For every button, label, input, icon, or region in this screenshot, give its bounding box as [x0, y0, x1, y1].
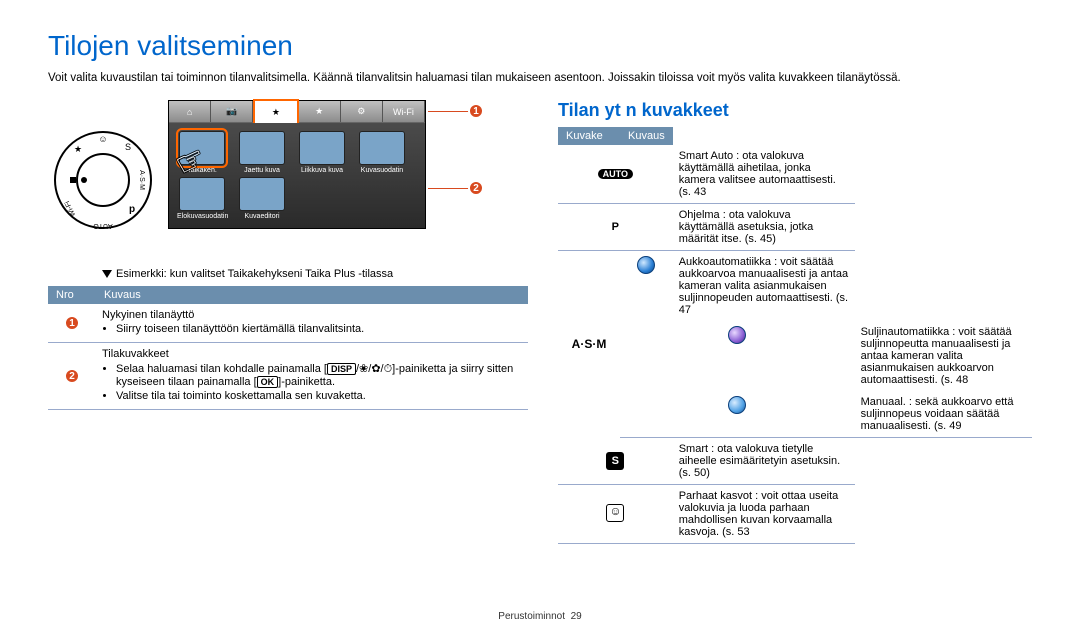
right-table-header-kuvaus: Kuvaus	[620, 127, 673, 145]
table-row: AUTOSmart Auto : ota valokuva käyttämäll…	[558, 145, 1032, 204]
mode-illustration: ☺ S A·S·M p AUTO Wi-Fi ★ ⌂📷★★⚙Wi-Fi ☞Tai…	[48, 100, 528, 260]
callout-2: 2	[468, 180, 484, 196]
callout-1: 1	[468, 103, 484, 119]
screen-body: ☞Taikakeh. Jaettu kuva Liikkuva kuva Kuvasu…	[169, 123, 425, 228]
asm-group-cell: A·S·M	[558, 251, 620, 438]
table-row: Suljinautomatiikka : voit säätää suljinn…	[558, 321, 1032, 391]
disp-key: DISP	[327, 363, 356, 375]
svg-text:☺: ☺	[98, 134, 107, 144]
screen-tab[interactable]: ⌂	[169, 101, 211, 122]
example-caption: Esimerkki: kun valitset Taikakehykseni T…	[102, 268, 528, 280]
mode-tile-label: Kuvasuodatin	[357, 167, 407, 175]
mode-tile[interactable]: Kuvasuodatin	[357, 131, 407, 175]
table-row: POhjelma : ota valokuva käyttämällä aset…	[558, 204, 1032, 251]
mode-tile[interactable]: Jaettu kuva	[237, 131, 287, 175]
right-table: Kuvake Kuvaus AUTOSmart Auto : ota valok…	[558, 127, 1032, 544]
screen-tab[interactable]: 📷	[211, 101, 253, 122]
right-table-header-kuvake: Kuvake	[558, 127, 620, 145]
manual-icon	[728, 396, 746, 414]
svg-text:★: ★	[74, 144, 82, 154]
mode-tile-label: Jaettu kuva	[237, 167, 287, 175]
table-row: SSmart : ota valokuva tietylle aiheelle …	[558, 438, 1032, 485]
screen-tab[interactable]: ⚙	[341, 101, 383, 122]
svg-text:S: S	[125, 142, 131, 152]
page-title: Tilojen valitseminen	[48, 30, 1032, 62]
screen-tab[interactable]: ★	[253, 99, 298, 123]
mode-tile-label: Liikkuva kuva	[297, 167, 347, 175]
screen-tab[interactable]: ★	[299, 101, 341, 122]
camera-screen: ⌂📷★★⚙Wi-Fi ☞Taikakeh.Jaettu kuvaLiikkuva…	[168, 100, 426, 229]
mode-tile[interactable]: Kuvaeditori	[237, 177, 287, 221]
table-row-num: 2	[48, 343, 96, 410]
table-row: A·S·MAukkoautomatiikka : voit säätää auk…	[558, 251, 1032, 322]
page-footer: Perustoiminnot 29	[0, 611, 1080, 622]
table-row-num: 1	[48, 304, 96, 343]
mode-tile[interactable]: Elokuvasuodatin	[177, 177, 227, 221]
screen-tab[interactable]: Wi-Fi	[383, 101, 425, 122]
ok-key: OK	[257, 376, 279, 388]
intro-text: Voit valita kuvaustilan tai toiminnon ti…	[48, 70, 1032, 86]
shutter-icon	[728, 326, 746, 344]
table-row: Manuaal. : sekä aukkoarvo että suljinnop…	[558, 391, 1032, 438]
table-row: Parhaat kasvot : voit ottaa useita valok…	[558, 485, 1032, 544]
left-table: Nro Kuvaus 1Nykyinen tilanäyttöSiirry to…	[48, 286, 528, 410]
left-table-header-kuvaus: Kuvaus	[96, 286, 528, 304]
mode-tile-label: Kuvaeditori	[237, 213, 287, 221]
svg-text:A·S·M: A·S·M	[138, 170, 145, 190]
two-column-layout: ☺ S A·S·M p AUTO Wi-Fi ★ ⌂📷★★⚙Wi-Fi ☞Tai…	[48, 100, 1032, 544]
left-column: ☺ S A·S·M p AUTO Wi-Fi ★ ⌂📷★★⚙Wi-Fi ☞Tai…	[48, 100, 528, 544]
left-table-header-nro: Nro	[48, 286, 96, 304]
right-section-title: Tilan yt n kuvakkeet	[558, 100, 1032, 121]
smart-icon: S	[606, 452, 624, 470]
mode-dial: ☺ S A·S·M p AUTO Wi-Fi ★	[48, 100, 158, 260]
aperture-icon	[637, 256, 655, 274]
face-icon	[606, 504, 624, 522]
auto-icon: AUTO	[598, 169, 633, 179]
mode-tile[interactable]: ☞Taikakeh.	[177, 131, 227, 175]
table-row-desc: Nykyinen tilanäyttöSiirry toiseen tilanä…	[96, 304, 528, 343]
svg-text:p: p	[129, 204, 135, 215]
mode-tile[interactable]: Liikkuva kuva	[297, 131, 347, 175]
table-row-desc: TilakuvakkeetSelaa haluamasi tilan kohda…	[96, 343, 528, 410]
triangle-icon	[102, 270, 112, 278]
right-column: Tilan yt n kuvakkeet Kuvake Kuvaus AUTOS…	[558, 100, 1032, 544]
p-icon: P	[597, 218, 633, 236]
screen-tabs: ⌂📷★★⚙Wi-Fi	[169, 101, 425, 123]
mode-tile-label: Elokuvasuodatin	[177, 213, 227, 221]
svg-text:AUTO: AUTO	[93, 222, 113, 229]
